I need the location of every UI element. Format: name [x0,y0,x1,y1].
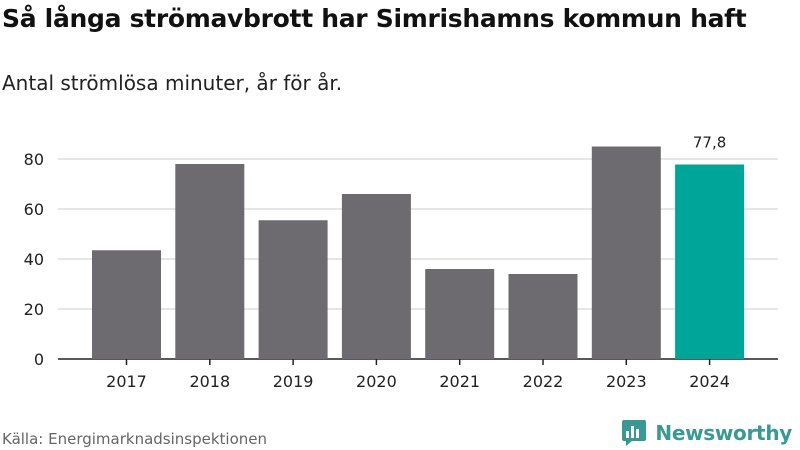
x-tick-label: 2021 [439,372,480,391]
bars [92,146,745,359]
bar-2023 [591,146,661,359]
bar-2019 [258,220,328,359]
bar-chart-bubble-icon [622,420,647,446]
chart-title: Så långa strömavbrott har Simrishamns ko… [2,4,747,33]
bar-2017 [92,250,161,359]
data-labels: 77,8 [693,134,726,152]
source-note: Källa: Energimarknadsinspektionen [2,430,268,448]
data-label: 77,8 [693,134,726,152]
y-tick-label: 20 [24,300,44,319]
y-tick-label: 80 [24,150,44,169]
newsworthy-logo: Newsworthy [621,418,792,448]
x-tick-label: 2020 [356,372,397,391]
x-tick-label: 2022 [523,372,564,391]
y-tick-label: 0 [34,350,44,369]
y-axis-ticks: 0 20 40 60 80 [24,150,44,369]
grid-lines [58,158,778,360]
x-tick-label: 2024 [689,372,730,391]
bar-2020 [341,194,411,359]
logo-text: Newsworthy [655,421,792,445]
bar-2021 [425,269,495,359]
bar-2018 [175,164,245,359]
bar-2022 [508,274,578,359]
x-tick-label: 2019 [273,372,314,391]
bar-2024 [675,164,745,359]
x-axis-ticks: 2017 2018 2019 2020 2021 2022 2023 2024 [106,359,730,391]
y-tick-label: 40 [24,250,44,269]
x-tick-label: 2023 [606,372,647,391]
chart-subtitle: Antal strömlösa minuter, år för år. [2,71,343,95]
x-tick-label: 2018 [189,372,230,391]
x-tick-label: 2017 [106,372,147,391]
y-tick-label: 60 [24,200,44,219]
